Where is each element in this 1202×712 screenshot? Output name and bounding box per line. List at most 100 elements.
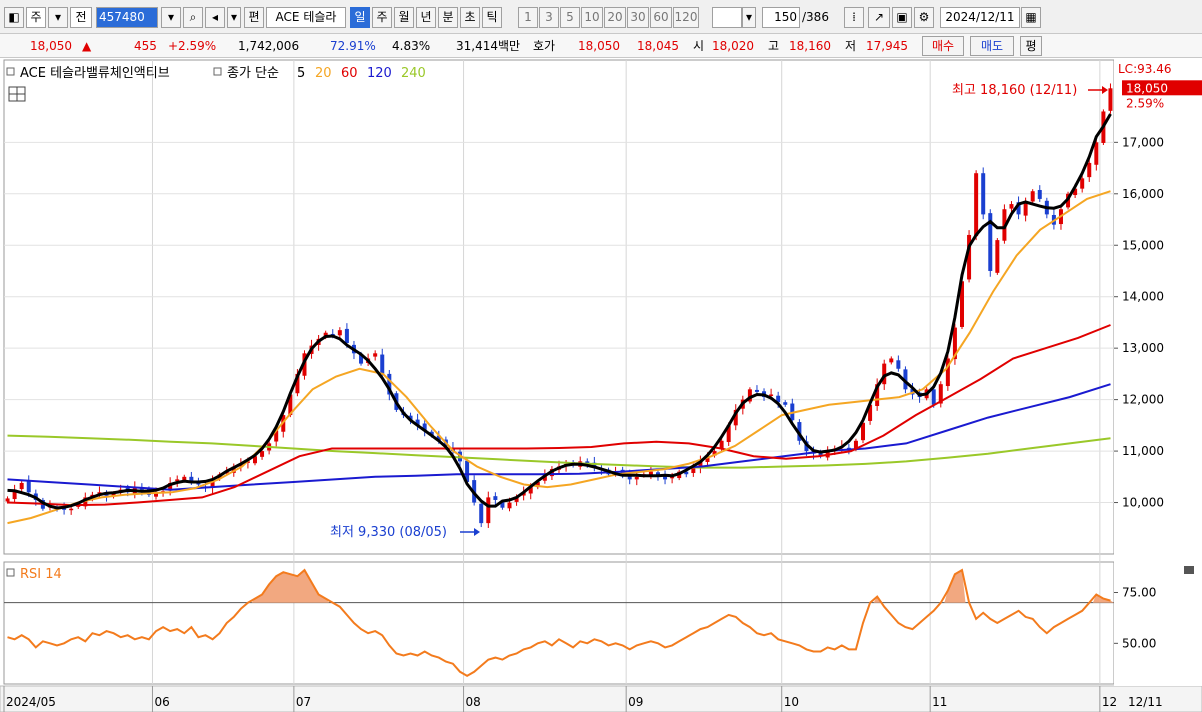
sell-button[interactable]: 매도 <box>970 36 1014 56</box>
candle-body <box>465 460 470 482</box>
period-tab-2[interactable]: 월 <box>394 7 414 28</box>
interval-button-7[interactable]: 120 <box>673 7 699 28</box>
candle-body <box>882 363 887 385</box>
high-label: 고 <box>768 39 780 53</box>
market-label: 주 <box>30 10 42 24</box>
candle-body <box>981 173 986 215</box>
price-axis-label: 10,000 <box>1122 496 1164 510</box>
interval-button-4[interactable]: 20 <box>604 7 626 28</box>
save-icon[interactable]: ▣ <box>892 7 912 28</box>
code-dropdown-icon[interactable]: ▾ <box>161 7 181 28</box>
period-tab-0[interactable]: 일 <box>350 7 370 28</box>
ma240-line <box>7 434 1111 469</box>
candle-body <box>337 330 342 336</box>
code-input[interactable]: 457480 <box>96 7 158 28</box>
price-axis-label: 12,000 <box>1122 393 1164 407</box>
legend-ma-20: 20 <box>315 66 332 81</box>
candle-body <box>210 479 215 488</box>
up-arrow-icon: ▲ <box>82 39 92 53</box>
change-percent: +2.59% <box>168 39 217 53</box>
period-tab-1[interactable]: 주 <box>372 7 392 28</box>
candle-body <box>260 451 265 457</box>
candle-body <box>733 409 738 426</box>
candle-body <box>436 435 441 441</box>
count-input[interactable]: 150 <box>762 7 800 28</box>
calendar-icon[interactable]: ▦ <box>1021 7 1041 28</box>
candle-body <box>274 430 279 442</box>
rsi-overbought-fill <box>251 570 330 603</box>
candle-body <box>931 389 936 405</box>
buy-button[interactable]: 매수 <box>922 36 964 56</box>
legend-box-icon <box>6 568 15 577</box>
speaker-dropdown-icon[interactable]: ▾ <box>227 7 241 28</box>
rsi-line <box>7 568 1111 678</box>
window-menu-icon[interactable]: ◧ <box>4 7 24 28</box>
interval-button-1[interactable]: 3 <box>539 7 559 28</box>
type-select[interactable]: 전 <box>70 7 92 28</box>
candle-body <box>903 369 908 390</box>
candle-body <box>670 476 675 479</box>
ma5-line <box>7 113 1112 510</box>
compare-icon[interactable]: ⁞ <box>844 7 864 28</box>
period-tab-5[interactable]: 초 <box>460 7 480 28</box>
interval-button-2[interactable]: 5 <box>560 7 580 28</box>
candle-body <box>507 502 512 509</box>
candle-body <box>627 475 632 480</box>
gear-icon[interactable]: ⚙ <box>914 7 934 28</box>
candle-body <box>846 447 851 450</box>
candle-body <box>12 489 17 500</box>
date-axis-label: 12 <box>1102 695 1117 709</box>
ma20-line <box>7 190 1111 525</box>
ask-price: 18,050 <box>578 39 620 53</box>
date-input[interactable]: 2024/12/11 <box>940 7 1020 28</box>
eval-button[interactable]: 평 <box>1020 36 1042 56</box>
candle-body <box>875 384 880 407</box>
period-tab-4[interactable]: 분 <box>438 7 458 28</box>
candle-body <box>853 440 858 450</box>
interval-button-3[interactable]: 10 <box>581 7 603 28</box>
period-tab-3[interactable]: 년 <box>416 7 436 28</box>
last-date-label: 12/11 <box>1128 695 1163 709</box>
candle-body <box>995 240 1000 273</box>
candle-body <box>5 498 10 502</box>
search-icon[interactable]: ⌕ <box>183 7 203 28</box>
rsi-pane-frame <box>3 561 1115 685</box>
rsi-label: RSI 14 <box>20 567 62 582</box>
candle-body <box>634 476 639 480</box>
price-axis-label: 15,000 <box>1122 238 1164 252</box>
candle-body <box>528 487 533 494</box>
price-chart[interactable]: 2024/05 06 07 08 09 10 11 12 12/11 10,000 11,000 12… <box>0 58 1202 712</box>
candle-body <box>719 440 724 450</box>
candle-body <box>295 373 300 394</box>
candle-body <box>387 373 392 395</box>
candle-body <box>479 503 484 524</box>
market-dropdown-icon[interactable]: ▾ <box>48 7 68 28</box>
candle-body <box>868 404 873 421</box>
candle-body <box>896 360 901 369</box>
interval-button-6[interactable]: 60 <box>650 7 672 28</box>
candle-body <box>380 354 385 374</box>
candle-body <box>797 422 802 441</box>
candle-body <box>493 496 498 500</box>
candle-body <box>500 501 505 508</box>
candle-body <box>486 497 491 524</box>
interval-button-0[interactable]: 1 <box>518 7 538 28</box>
candle-body <box>26 481 31 493</box>
date-axis-label: 10 <box>784 695 799 709</box>
speaker-icon[interactable]: ◂ <box>205 7 225 28</box>
indicator-icon[interactable]: ↗ <box>868 7 890 28</box>
stock-name: ACE 테슬라 <box>266 7 346 28</box>
volume-ratio: 72.91% <box>330 39 376 53</box>
bid-price: 18,045 <box>637 39 679 53</box>
candle-body <box>429 431 434 436</box>
unit-input[interactable] <box>712 7 742 28</box>
edit-button[interactable]: 편 <box>244 7 264 28</box>
interval-button-5[interactable]: 30 <box>627 7 649 28</box>
candle-body <box>514 497 519 502</box>
period-tab-6[interactable]: 틱 <box>482 7 502 28</box>
candle-body <box>359 353 364 364</box>
candle-body <box>967 234 972 280</box>
market-select[interactable]: 주 <box>26 7 46 28</box>
unit-dropdown-icon[interactable]: ▾ <box>742 7 756 28</box>
low-annotation: 최저 9,330 (08/05) <box>330 525 447 540</box>
